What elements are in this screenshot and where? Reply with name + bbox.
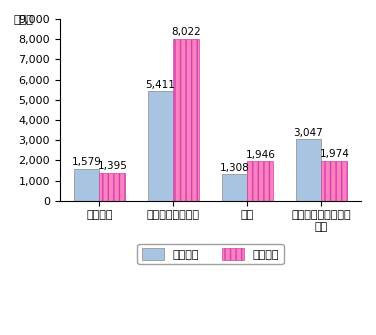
Text: 3,047: 3,047: [294, 128, 323, 138]
Text: 8,022: 8,022: [171, 27, 201, 37]
Bar: [221, 174, 247, 201]
Bar: [296, 139, 321, 201]
Bar: [321, 161, 347, 201]
Bar: [147, 91, 173, 201]
Text: 1,946: 1,946: [246, 150, 275, 160]
Text: 1,579: 1,579: [71, 157, 102, 167]
Bar: [100, 173, 125, 201]
Legend: 共同研究, 受託研究: 共同研究, 受託研究: [137, 244, 284, 264]
Bar: [173, 39, 199, 201]
Y-axis label: （件）: （件）: [14, 15, 34, 25]
Text: 1,308: 1,308: [220, 163, 249, 173]
Bar: [74, 169, 100, 201]
Text: 5,411: 5,411: [146, 80, 176, 90]
Text: 1,395: 1,395: [97, 161, 127, 171]
Bar: [247, 161, 273, 201]
Text: 1,974: 1,974: [320, 149, 349, 159]
